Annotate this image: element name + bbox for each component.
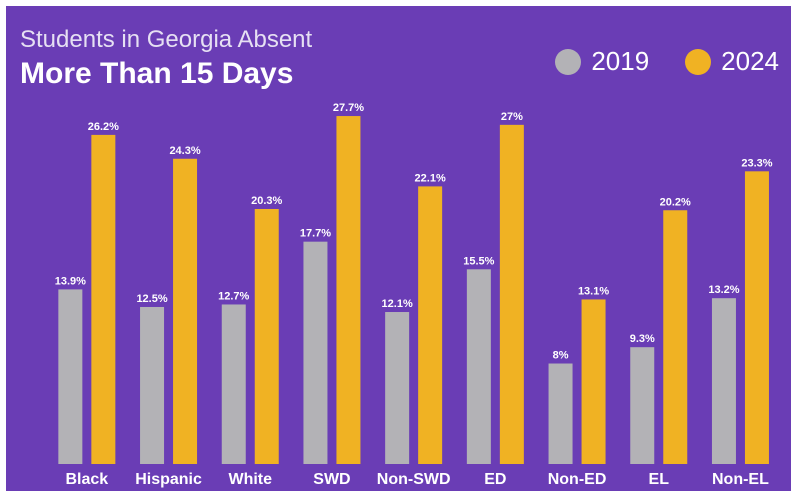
bar-non-el-2024 xyxy=(744,171,769,464)
category-label-el: EL xyxy=(649,471,670,488)
bar-white-2019 xyxy=(221,304,246,464)
legend-swatch-2019 xyxy=(555,48,582,75)
bar-swd-2024 xyxy=(336,116,361,464)
chart-frame: Students in Georgia Absent More Than 15 … xyxy=(6,6,791,491)
value-label-non-swd-2024: 22.1% xyxy=(415,172,446,184)
legend-item-2024: 2024 xyxy=(685,46,779,77)
value-label-non-ed-2019: 8% xyxy=(553,350,569,362)
bar-non-el-2019 xyxy=(711,298,736,464)
value-label-white-2024: 20.3% xyxy=(251,195,282,207)
value-label-el-2019: 9.3% xyxy=(630,333,655,345)
value-label-ed-2024: 27% xyxy=(501,111,523,123)
bar-non-ed-2024 xyxy=(581,299,606,464)
bar-non-ed-2019 xyxy=(548,363,573,464)
category-label-non-swd: Non-SWD xyxy=(377,471,451,488)
category-label-black: Black xyxy=(65,471,108,488)
value-label-swd-2024: 27.7% xyxy=(333,102,364,114)
value-label-non-el-2019: 13.2% xyxy=(708,284,739,296)
bar-el-2024 xyxy=(663,210,688,464)
value-label-hispanic-2019: 12.5% xyxy=(136,293,167,305)
bar-black-2019 xyxy=(58,289,83,464)
value-label-el-2024: 20.2% xyxy=(660,196,691,208)
legend-swatch-2024 xyxy=(685,48,712,75)
value-label-non-ed-2024: 13.1% xyxy=(578,285,609,297)
value-label-non-el-2024: 23.3% xyxy=(741,157,772,169)
category-label-non-ed: Non-ED xyxy=(548,471,607,488)
value-label-ed-2019: 15.5% xyxy=(463,255,494,267)
value-label-black-2019: 13.9% xyxy=(55,275,86,287)
value-label-black-2024: 26.2% xyxy=(88,121,119,133)
chart-legend: 2019 2024 xyxy=(519,46,779,77)
bar-ed-2019 xyxy=(466,269,491,464)
category-label-hispanic: Hispanic xyxy=(135,471,202,488)
chart-subtitle: Students in Georgia Absent xyxy=(20,26,313,53)
legend-label-2019: 2019 xyxy=(591,46,650,76)
chart-title: More Than 15 Days xyxy=(20,57,294,90)
value-label-non-swd-2019: 12.1% xyxy=(382,298,413,310)
bar-non-swd-2024 xyxy=(418,186,443,464)
bar-swd-2019 xyxy=(303,241,328,464)
category-label-white: White xyxy=(228,471,272,488)
bar-ed-2024 xyxy=(499,124,524,464)
bar-white-2024 xyxy=(254,209,279,464)
value-label-hispanic-2024: 24.3% xyxy=(169,145,200,157)
bar-hispanic-2024 xyxy=(173,158,198,465)
category-label-ed: ED xyxy=(484,471,506,488)
bar-black-2024 xyxy=(91,134,116,464)
bar-el-2019 xyxy=(630,347,655,464)
bar-non-swd-2019 xyxy=(385,312,410,464)
value-label-white-2019: 12.7% xyxy=(218,290,249,302)
category-label-swd: SWD xyxy=(313,471,350,488)
value-label-swd-2019: 17.7% xyxy=(300,228,331,240)
bar-hispanic-2019 xyxy=(140,306,165,464)
category-label-non-el: Non-EL xyxy=(712,471,769,488)
legend-label-2024: 2024 xyxy=(721,46,779,76)
bar-chart: 13.9% 26.2% Black 12.5% 24.3% Hispanic 12.7% 20… xyxy=(55,102,773,488)
legend-item-2019: 2019 xyxy=(555,46,649,77)
